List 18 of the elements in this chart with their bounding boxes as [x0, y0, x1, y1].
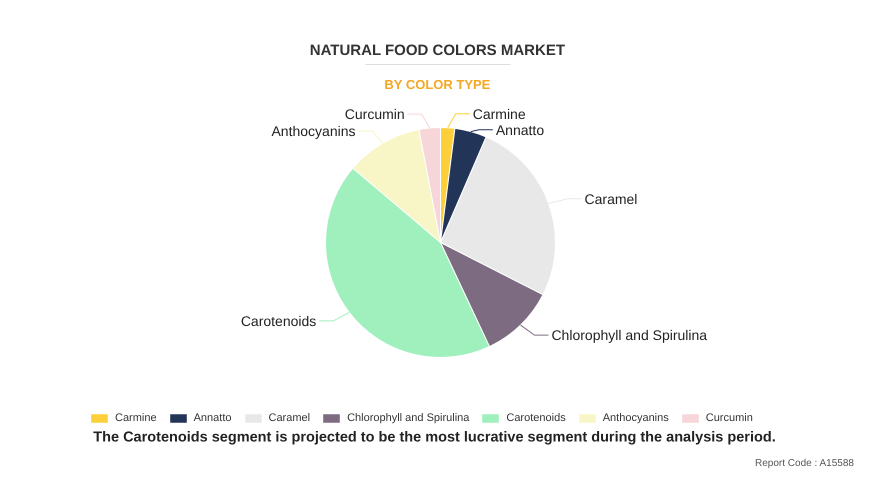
slice-label: Annatto — [496, 122, 544, 138]
legend-label: Curcumin — [706, 412, 753, 424]
legend-label: Annatto — [194, 412, 232, 424]
legend-label: Carmine — [115, 412, 157, 424]
text: The Carotenoids segment is projected to be the most lucrative segment during the analysis period. — [93, 430, 776, 446]
chart-title: NATURAL FOOD COLORS MARKET — [310, 42, 565, 59]
slice-label: Curcumin — [344, 106, 405, 122]
slice-label: Caramel — [584, 190, 638, 207]
legend-label: Caramel — [268, 412, 310, 424]
slice-label: Chlorophyll and Spirulina — [551, 327, 708, 344]
text: Report Code : A15588 — [754, 458, 854, 469]
legend-label: Chlorophyll and Spirulina — [347, 412, 470, 424]
legend-label: Anthocyanins — [602, 412, 669, 424]
slice-label: Carotenoids — [240, 312, 316, 329]
legend-label: Carotenoids — [506, 412, 566, 424]
slice-label: Anthocyanins — [271, 123, 356, 140]
slice-label: Carmine — [472, 106, 526, 122]
chart-subtitle: BY COLOR TYPE — [384, 77, 491, 92]
